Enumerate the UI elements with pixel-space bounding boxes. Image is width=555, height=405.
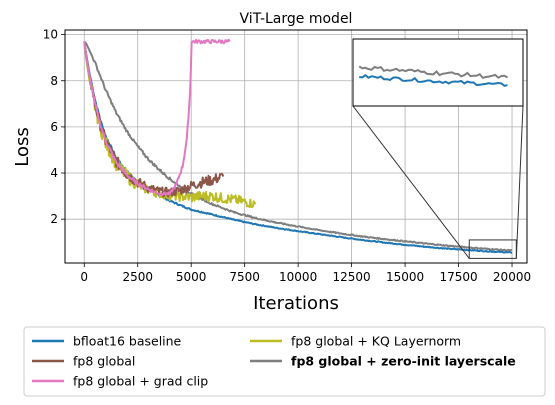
x-tick-label: 2500 [122,270,153,284]
zoom-series-line [359,73,508,87]
zoom-connector [352,105,470,259]
axis-ticks: 0 2500 5000 7500 10000 12500 15000 17500 20000 2 4… [43,28,531,284]
y-tick-label: 8 [50,74,58,88]
zoom-inset [352,38,524,259]
y-tick-label: 4 [50,166,58,180]
y-tick-label: 6 [50,120,58,134]
x-tick-label: 15000 [386,270,424,284]
legend-frame [23,326,546,397]
legend: bfloat16 baseline fp8 global fp8 global + … [23,326,546,397]
series-line [83,41,257,209]
x-tick-label: 10000 [279,270,317,284]
legend-label: fp8 global + KQ Layernorm [291,334,461,349]
y-tick-label: 2 [50,212,58,226]
series-line [83,40,513,252]
legend-label: fp8 global + zero-init layerscale [291,354,516,369]
y-tick-label: 10 [43,28,58,42]
y-axis-label: Loss [12,127,33,166]
series-line [83,38,231,197]
chart-title: ViT-Large model [240,11,353,27]
zoom-connector [515,105,524,259]
x-tick-label: 20000 [493,270,531,284]
x-tick-label: 12500 [333,270,371,284]
series-layer [83,38,513,254]
zoom-series-line [358,65,508,79]
x-tick-label: 17500 [439,270,477,284]
x-axis-label: Iterations [253,293,339,314]
legend-label: fp8 global + grad clip [73,374,208,389]
x-tick-label: 7500 [229,270,260,284]
x-tick-label: 0 [80,270,88,284]
legend-label: bfloat16 baseline [73,334,182,349]
legend-label: fp8 global [73,354,135,369]
x-tick-label: 5000 [176,270,207,284]
plot-frame [64,29,528,264]
